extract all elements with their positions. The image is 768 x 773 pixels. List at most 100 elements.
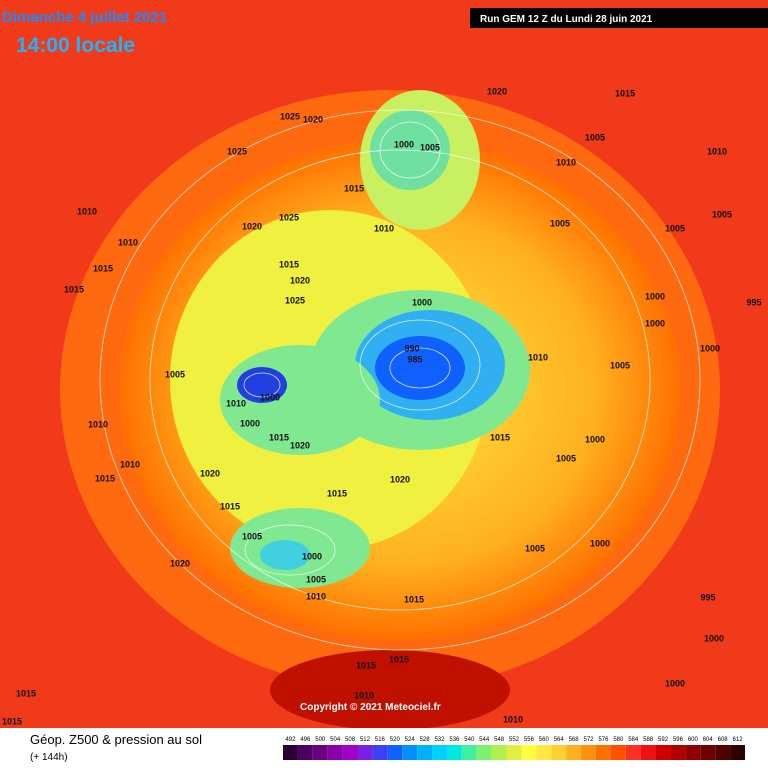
isobar-label: 1000 <box>645 318 665 328</box>
isobar-label: 1010 <box>707 146 727 156</box>
isobar-label: 1005 <box>556 453 576 463</box>
isobar-label: 1000 <box>585 434 605 444</box>
scale-label: 552 <box>509 737 520 743</box>
scale-label: 608 <box>718 737 729 743</box>
scale-swatch <box>551 745 567 760</box>
isobar-label: 1005 <box>420 142 440 152</box>
isobar-label: 1005 <box>306 574 326 584</box>
isobar-label: 1015 <box>269 432 289 442</box>
isobar-label: 1015 <box>2 716 22 726</box>
isobar-label: 995 <box>746 297 761 307</box>
isobar-label: 1000 <box>704 633 724 643</box>
scale-label: 532 <box>434 737 445 743</box>
isobar-label: 1015 <box>16 688 36 698</box>
isobar-label: 995 <box>700 592 715 602</box>
isobar-label: 1015 <box>220 501 240 511</box>
scale-label: 604 <box>703 737 714 743</box>
scale-swatch <box>655 745 671 760</box>
scale-label: 588 <box>643 737 654 743</box>
isobar-label: 1015 <box>64 284 84 294</box>
scale-swatch <box>387 745 403 760</box>
isobar-label: 1025 <box>279 212 299 222</box>
isobar-label: 1010 <box>354 690 374 700</box>
isobar-label: 1015 <box>490 432 510 442</box>
isobar-label: 1020 <box>242 221 262 231</box>
isobar-label: 1025 <box>285 295 305 305</box>
scale-label: 548 <box>494 737 505 743</box>
scale-label: 580 <box>613 737 624 743</box>
legend-subtitle: (+ 144h) <box>30 752 68 763</box>
scale-swatch <box>566 745 582 760</box>
isobar-label: 1005 <box>665 223 685 233</box>
isobar-label: 1015 <box>344 183 364 193</box>
scale-label: 492 <box>285 737 296 743</box>
scale-swatch <box>700 745 716 760</box>
isobar-label: 1005 <box>712 209 732 219</box>
scale-swatch <box>461 745 477 760</box>
isobar-label: 1025 <box>280 111 300 121</box>
isobar-label: 1015 <box>93 263 113 273</box>
scale-swatch <box>491 745 507 760</box>
scale-label: 544 <box>479 737 490 743</box>
isobar-label: 1020 <box>200 468 220 478</box>
scale-label: 600 <box>688 737 699 743</box>
run-info: Run GEM 12 Z du Lundi 28 juin 2021 <box>480 14 653 25</box>
isobar-label: 1020 <box>487 86 507 96</box>
isobar-label: 1010 <box>120 459 140 469</box>
scale-swatch <box>476 745 492 760</box>
isobar-label: 1015 <box>327 488 347 498</box>
isobar-label: 1005 <box>242 531 262 541</box>
scale-label: 504 <box>330 737 341 743</box>
scale-label: 500 <box>315 737 326 743</box>
isobar-label: 1000 <box>240 418 260 428</box>
scale-swatch <box>342 745 358 760</box>
isobar-label: 1015 <box>615 88 635 98</box>
scale-swatch <box>372 745 388 760</box>
isobar-label: 1010 <box>374 223 394 233</box>
scale-label: 576 <box>598 737 609 743</box>
isobar-label: 1015 <box>95 473 115 483</box>
scale-label: 584 <box>628 737 639 743</box>
isobar-label: 1010 <box>503 714 523 724</box>
time: 14:00 locale <box>16 34 135 57</box>
isobar-label: 1010 <box>528 352 548 362</box>
scale-swatch <box>536 745 552 760</box>
date: Dimanche 4 juillet 2021 <box>2 9 167 26</box>
isobar-label: 1020 <box>303 114 323 124</box>
scale-swatch <box>730 745 745 760</box>
legend-title: Géop. Z500 & pression au sol <box>30 732 202 747</box>
isobar-label: 1015 <box>279 259 299 269</box>
scale-swatch <box>327 745 343 760</box>
scale-label: 560 <box>539 737 550 743</box>
scale-swatch <box>357 745 373 760</box>
scale-label: 528 <box>420 737 431 743</box>
scale-swatch <box>685 745 701 760</box>
scale-label: 512 <box>360 737 371 743</box>
isobar-label: 1015 <box>404 594 424 604</box>
scale-swatch <box>506 745 522 760</box>
isobar-label: 1025 <box>227 146 247 156</box>
scale-swatch <box>297 745 313 760</box>
scale-label: 540 <box>464 737 475 743</box>
isobar-label: 1015 <box>356 660 376 670</box>
isobar-label: 1000 <box>302 551 322 561</box>
isobar-label: 1020 <box>290 440 310 450</box>
isobar-label: 1005 <box>165 369 185 379</box>
scale-label: 592 <box>658 737 669 743</box>
isobar-label: 1020 <box>170 558 190 568</box>
isobar-label: 1010 <box>306 591 326 601</box>
scale-label: 496 <box>300 737 311 743</box>
isobar-label: 1000 <box>665 678 685 688</box>
scale-label: 508 <box>345 737 356 743</box>
scale-label: 572 <box>584 737 595 743</box>
isobar-label: 1000 <box>394 139 414 149</box>
scale-swatch <box>283 745 298 760</box>
scale-label: 596 <box>673 737 684 743</box>
scale-swatch <box>402 745 418 760</box>
scale-label: 564 <box>554 737 565 743</box>
scale-label: 556 <box>524 737 535 743</box>
scale-swatch <box>581 745 596 760</box>
scale-swatch <box>446 745 462 760</box>
